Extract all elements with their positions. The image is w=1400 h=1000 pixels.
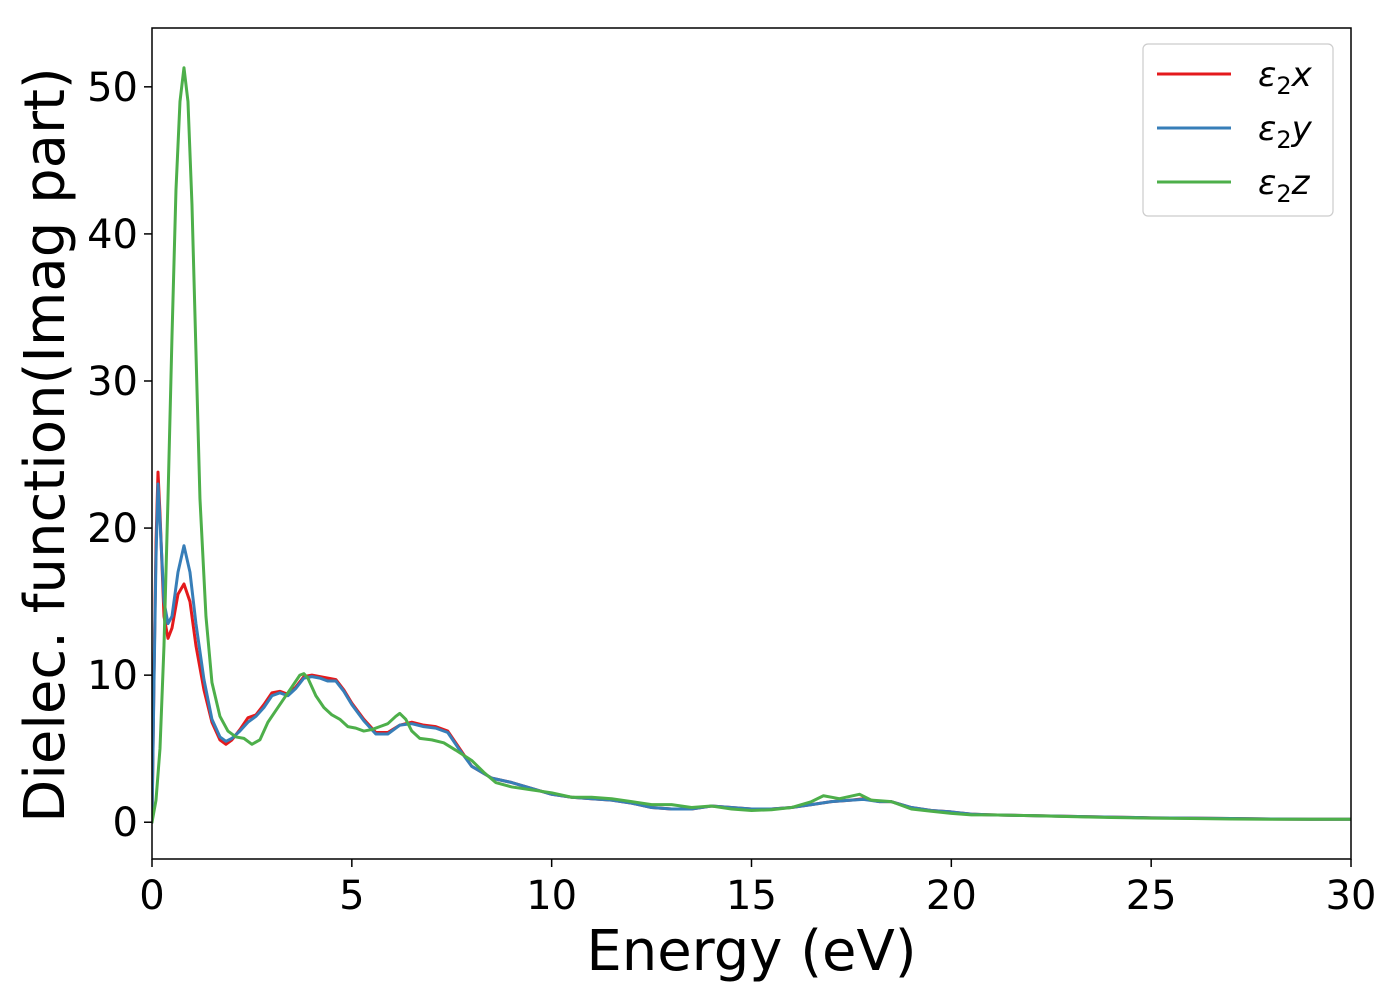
x-tick-label: 25 (1126, 873, 1177, 919)
x-tick-label: 15 (726, 873, 777, 919)
y-tick-label: 30 (87, 359, 138, 405)
y-tick-label: 0 (113, 800, 138, 846)
x-axis-ticks: 0 5 10 15 20 25 30 (139, 859, 1376, 919)
legend-box (1142, 43, 1334, 217)
x-tick-label: 5 (339, 873, 364, 919)
legend: ε2x ε2y ε2z (1142, 43, 1334, 217)
legend-label-y: ε2y (1258, 109, 1313, 154)
series-line-x (152, 470, 1351, 824)
legend-label-z: ε2z (1258, 163, 1311, 208)
series-line-y (152, 482, 1351, 824)
x-tick-label: 0 (139, 873, 164, 919)
y-tick-label: 50 (87, 65, 138, 111)
x-tick-label: 10 (526, 873, 577, 919)
y-axis-title: Dielec. function(Imag part) (13, 67, 78, 823)
y-tick-label: 20 (87, 506, 138, 552)
series-layer (152, 66, 1351, 824)
x-tick-label: 30 (1326, 873, 1377, 919)
series-line-z (152, 66, 1351, 824)
x-axis-title: Energy (eV) (586, 919, 916, 984)
x-tick-label: 20 (926, 873, 977, 919)
legend-label-x: ε2x (1258, 55, 1313, 100)
y-tick-label: 40 (87, 212, 138, 258)
y-tick-label: 10 (87, 653, 138, 699)
y-axis-ticks: 0 10 20 30 40 50 (87, 65, 152, 846)
